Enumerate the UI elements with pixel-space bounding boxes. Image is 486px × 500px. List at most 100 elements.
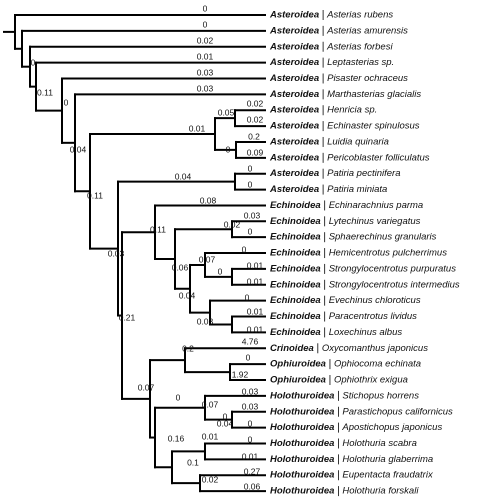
branch-length: 0.07 [202,399,219,409]
leaf-species: Marthasterias glacialis [327,89,421,100]
branch-length: 0.16 [168,433,185,443]
leaf-class: Echinoidea [270,200,321,211]
branch-length: 0.01 [242,451,259,461]
branch-length: 0.02 [247,98,264,108]
branch-length: 0.07 [199,254,216,264]
branch-length: 0.06 [172,262,189,272]
leaf-class: Asteroidea [269,105,319,116]
branch-length: 0 [226,144,231,154]
branch-length: 0.2 [182,343,194,353]
leaf-class: Holothuroidea [270,406,334,417]
leaf-class: Asteroidea [269,25,319,36]
leaf-class: Echinoidea [270,232,321,243]
branch-length: 0.03 [197,316,214,326]
leaf-species: Leptasterias sp. [327,57,394,68]
branch-length: 0.01 [247,260,264,270]
branch-length: 0.01 [247,324,264,334]
leaf-class: Echinoidea [270,248,321,259]
leaf-class: Crinoidea [270,343,314,354]
leaf-species: Hemicentrotus pulcherrimus [329,248,448,259]
leaf-species: Echinarachnius parma [329,200,424,211]
leaf-species: Eupentacta fraudatrix [342,470,434,481]
leaf-species: Henricia sp. [327,105,377,116]
branch-length: 0 [31,57,36,67]
branch-length: 0.01 [202,431,219,441]
branch-length: 0 [242,244,247,254]
branch-length: 0.04 [217,418,234,428]
branch-length: 0.03 [108,248,125,258]
leaf-class: Holothuroidea [270,454,334,465]
leaf-species: Oxycomanthus japonicus [322,343,428,354]
branch-length: 0.04 [70,144,87,154]
leaf-class: Asteroidea [269,136,319,147]
branch-length: 0 [248,179,253,189]
leaf-species: Patiria miniata [327,184,387,195]
branch-length: 0.07 [138,382,155,392]
leaf-species: Ophiocoma echinata [334,359,421,370]
leaf-species: Holothuria glaberrima [342,454,433,465]
leaf-class: Echinoidea [270,295,321,306]
branch-length: 0.2 [248,131,260,141]
branch-length: 0.11 [87,190,103,200]
branch-length: 0.01 [197,51,214,61]
leaf-species: Asterias amurensis [326,25,408,36]
leaf-species: Ophiothrix exigua [334,375,408,386]
branch-length: 0.01 [189,123,206,133]
leaf-class: Asteroidea [269,89,319,100]
branch-length: 0.27 [244,466,261,476]
leaf-class: Asteroidea [269,57,319,68]
leaf-species: Patiria pectinifera [327,168,400,179]
branch-length: 0.21 [119,312,136,322]
leaf-species: Lytechinus variegatus [329,216,421,227]
branch-length: 0 [248,418,253,428]
branch-length: 0 [245,292,250,302]
leaf-class: Echinoidea [270,263,321,274]
branch-length: 0 [203,3,208,13]
leaf-species: Asterias rubens [326,10,393,21]
branch-length: 0 [218,266,223,276]
branch-length: 0 [64,97,69,107]
leaf-class: Asteroidea [269,73,319,84]
leaf-class: Asteroidea [269,41,319,52]
leaf-class: Asteroidea [269,168,319,179]
leaf-species: Asterias forbesi [326,41,393,52]
branch-length: 0.03 [242,401,259,411]
branch-length: 0 [223,411,228,421]
leaf-species: Stichopus horrens [342,390,419,401]
leaf-species: Sphaerechinus granularis [329,232,437,243]
leaf-class: Asteroidea [269,121,319,132]
branch-length: 0 [176,392,181,402]
branch-length: 0.09 [247,147,264,157]
branch-length: 0 [248,226,253,236]
leaf-class: Ophiuroidea [270,375,326,386]
leaf-species: Apostichopus japonicus [341,422,442,433]
leaf-class: Asteroidea [269,152,319,163]
branch-length: 0.04 [175,171,192,181]
leaf-species: Pericoblaster folliculatus [327,152,430,163]
branch-length: 0 [246,352,251,362]
leaf-species: Evechinus chloroticus [329,295,421,306]
branch-length: 4.76 [242,336,259,346]
leaf-species: Paracentrotus lividus [329,311,417,322]
branch-length: 0.03 [197,83,214,93]
leaf-class: Holothuroidea [270,390,334,401]
branch-length: 0.02 [202,474,219,484]
leaf-class: Holothuroidea [270,486,334,497]
leaf-species: Pisaster ochraceus [327,73,408,84]
branch-length: 0.06 [244,481,261,491]
leaf-species: Holothuria scabra [342,438,416,449]
leaf-class: Echinoidea [270,279,321,290]
leaf-class: Holothuroidea [270,438,334,449]
branch-length: 0.03 [244,210,261,220]
branch-length: 0.02 [247,114,264,124]
leaf-class: Asteroidea [269,184,319,195]
branch-length: 0.11 [150,224,166,234]
branch-length: 0.11 [37,87,53,97]
branch-length: 0 [248,163,253,173]
leaf-class: Holothuroidea [270,422,334,433]
branch-length: 0.08 [200,195,217,205]
leaf-species: Echinaster spinulosus [327,121,420,132]
branch-length: 0.04 [179,290,196,300]
leaf-class: Holothuroidea [270,470,334,481]
